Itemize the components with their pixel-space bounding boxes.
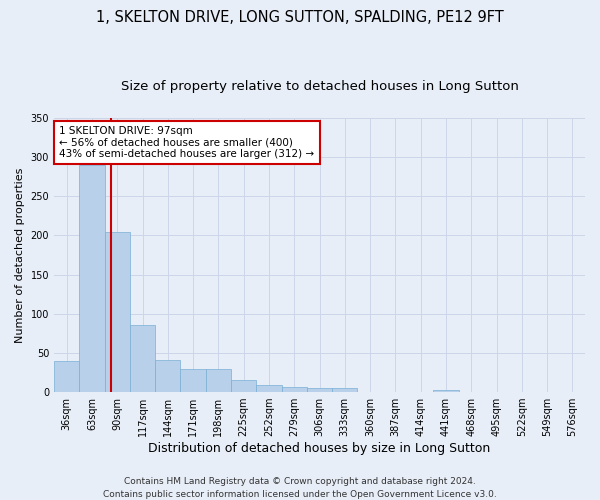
Title: Size of property relative to detached houses in Long Sutton: Size of property relative to detached ho…	[121, 80, 518, 93]
X-axis label: Distribution of detached houses by size in Long Sutton: Distribution of detached houses by size …	[148, 442, 491, 455]
Bar	[155, 360, 181, 392]
Bar	[307, 388, 332, 392]
Bar	[104, 232, 130, 392]
Bar	[231, 380, 256, 392]
Text: Contains HM Land Registry data © Crown copyright and database right 2024.
Contai: Contains HM Land Registry data © Crown c…	[103, 478, 497, 499]
Text: 1 SKELTON DRIVE: 97sqm
← 56% of detached houses are smaller (400)
43% of semi-de: 1 SKELTON DRIVE: 97sqm ← 56% of detached…	[59, 126, 314, 159]
Bar	[130, 324, 155, 392]
Text: 1, SKELTON DRIVE, LONG SUTTON, SPALDING, PE12 9FT: 1, SKELTON DRIVE, LONG SUTTON, SPALDING,…	[96, 10, 504, 25]
Bar	[256, 385, 281, 392]
Bar	[206, 368, 231, 392]
Bar	[332, 388, 358, 392]
Bar	[181, 368, 206, 392]
Bar	[281, 388, 307, 392]
Y-axis label: Number of detached properties: Number of detached properties	[15, 167, 25, 342]
Bar	[54, 360, 79, 392]
Bar	[433, 390, 458, 392]
Bar	[79, 165, 104, 392]
